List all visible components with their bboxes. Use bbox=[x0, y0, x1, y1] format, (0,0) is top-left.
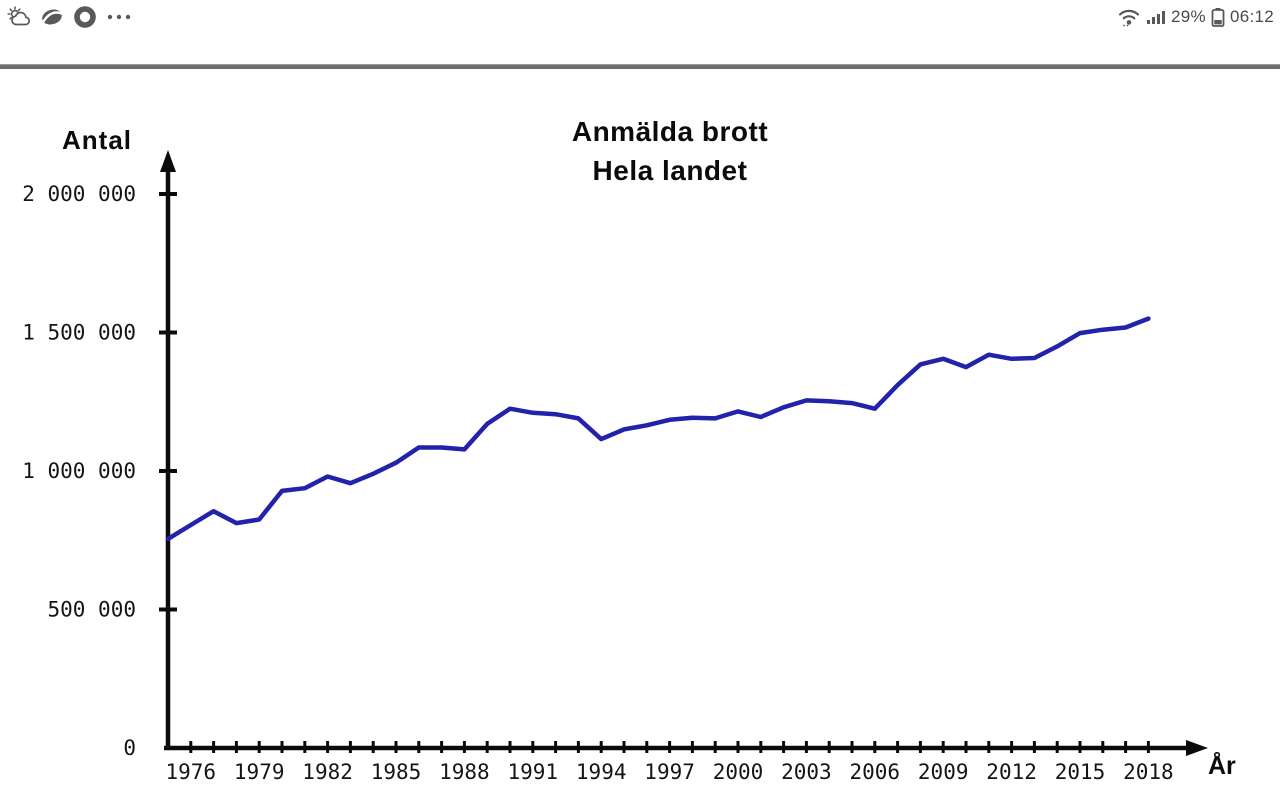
wifi-icon bbox=[1118, 9, 1140, 27]
weather-icon bbox=[7, 6, 31, 26]
y-tick-label: 2 000 000 bbox=[22, 182, 136, 206]
x-tick-label: 2015 bbox=[1055, 760, 1106, 784]
x-tick-label: 2003 bbox=[781, 760, 832, 784]
notification-icons bbox=[6, 4, 133, 30]
x-tick-label: 1985 bbox=[371, 760, 422, 784]
ring-icon bbox=[74, 6, 96, 28]
x-tick-label: 1994 bbox=[576, 760, 627, 784]
battery-percent: 29% bbox=[1171, 7, 1206, 26]
eye-comfort-icon bbox=[42, 9, 63, 25]
chart-title: Anmälda brott Hela landet bbox=[420, 112, 920, 190]
y-axis-label: Antal bbox=[62, 125, 132, 155]
screen-divider bbox=[0, 64, 1280, 69]
y-tick-label: 500 000 bbox=[47, 598, 136, 622]
chart-title-line2: Hela landet bbox=[592, 155, 748, 186]
chart-title-line1: Anmälda brott bbox=[571, 116, 769, 147]
status-indicators: 29% 06:12 bbox=[1117, 4, 1274, 30]
x-axis-label: År bbox=[1208, 752, 1236, 780]
x-tick-label: 1988 bbox=[439, 760, 490, 784]
y-tick-label: 0 bbox=[123, 736, 136, 760]
battery-icon bbox=[1211, 8, 1225, 27]
data-line bbox=[165, 316, 1151, 542]
y-tick-label: 1 000 000 bbox=[22, 459, 136, 483]
x-tick-label: 2009 bbox=[918, 760, 969, 784]
y-axis-arrow-icon bbox=[160, 150, 176, 172]
x-tick-label: 2018 bbox=[1123, 760, 1174, 784]
x-tick-label: 1991 bbox=[508, 760, 559, 784]
x-tick-label: 1997 bbox=[644, 760, 695, 784]
clock: 06:12 bbox=[1229, 7, 1274, 26]
cellular-signal-icon bbox=[1147, 11, 1166, 24]
y-tick-label: 1 500 000 bbox=[22, 321, 136, 345]
x-tick-label: 1979 bbox=[234, 760, 285, 784]
x-axis-arrow-icon bbox=[1186, 740, 1208, 756]
x-tick-label: 2012 bbox=[986, 760, 1037, 784]
more-notifications-icon bbox=[107, 14, 131, 20]
x-tick-label: 2006 bbox=[850, 760, 901, 784]
x-tick-label: 2000 bbox=[713, 760, 764, 784]
x-tick-label: 1982 bbox=[302, 760, 353, 784]
x-tick-label: 1976 bbox=[166, 760, 217, 784]
status-bar: 29% 06:12 bbox=[0, 0, 1280, 36]
